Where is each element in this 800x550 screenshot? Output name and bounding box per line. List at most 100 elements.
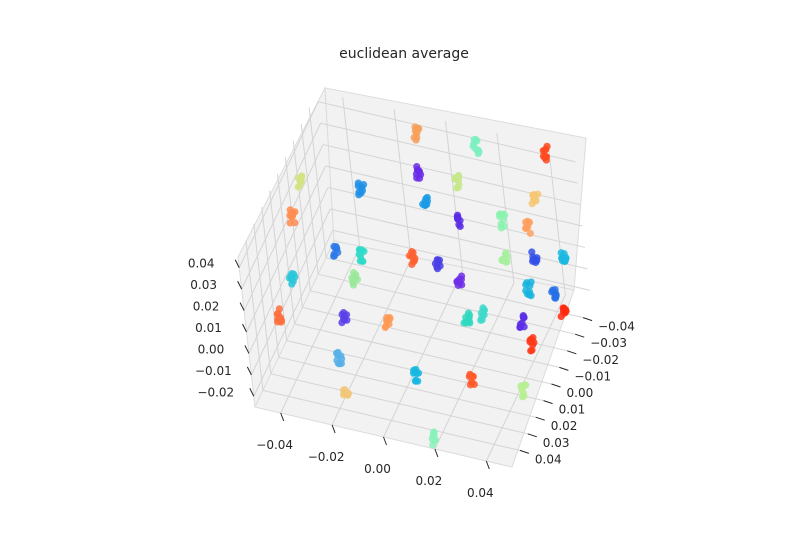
data-point (288, 208, 296, 217)
data-point (290, 270, 298, 278)
y-tick-mark (567, 350, 577, 355)
data-point (422, 199, 430, 207)
z-tick-mark (239, 302, 245, 311)
back-gridline-z (325, 165, 583, 227)
back-gridline-z (332, 229, 590, 291)
z-tick-label: −0.01 (195, 364, 232, 378)
data-point (496, 210, 504, 218)
x-tick-mark (434, 448, 439, 458)
data-point (273, 318, 282, 326)
left-gridline-z (241, 122, 322, 290)
x-tick-mark (485, 460, 490, 470)
back-gridline-z (330, 208, 588, 270)
data-point (502, 249, 510, 257)
left-gridline-z (238, 101, 319, 268)
data-point (558, 254, 566, 263)
data-point (351, 274, 359, 282)
data-point (519, 312, 527, 320)
data-point (354, 179, 362, 187)
left-gridline-z (253, 230, 334, 397)
y-tick-mark (559, 366, 569, 371)
y-tick-mark (582, 317, 593, 322)
x-tick-label: 0.04 (467, 486, 494, 500)
data-point (286, 219, 294, 227)
data-point (340, 316, 348, 324)
data-point (527, 347, 535, 355)
data-point (355, 250, 363, 258)
data-point (557, 249, 565, 257)
y-tick-mark (527, 433, 537, 438)
x-tick-label: 0.00 (364, 462, 391, 476)
z-tick-label: 0.01 (195, 321, 222, 335)
data-point (349, 281, 358, 289)
axis-ticks: −0.04 −0.02 0.00 0.02 0.04 −0.04 −0.03 −0.02 −0.… (188, 257, 635, 500)
z-tick-mark (242, 323, 247, 333)
data-point (334, 348, 342, 357)
left-gridline-z (243, 144, 324, 311)
data-point (451, 175, 460, 183)
data-point (518, 393, 527, 401)
z-tick-mark (246, 366, 252, 376)
data-point (503, 258, 511, 266)
data-point (467, 371, 475, 380)
y-tick-label: −0.02 (582, 353, 619, 367)
data-point (474, 146, 482, 154)
data-point (358, 187, 367, 195)
data-point (298, 173, 306, 181)
z-tick-label: −0.02 (197, 385, 234, 399)
y-tick-label: 0.03 (543, 436, 570, 450)
data-point (288, 280, 296, 288)
data-point (525, 291, 533, 299)
data-point (516, 320, 525, 328)
data-point (541, 146, 549, 155)
data-point (295, 182, 303, 190)
data-point (430, 428, 438, 437)
data-point (415, 174, 424, 182)
floor-gridline-y (262, 389, 521, 451)
back-gridline-z (320, 122, 578, 184)
data-point (529, 195, 538, 204)
data-point (478, 316, 486, 324)
y-tick-mark (535, 416, 545, 421)
y-tick-mark (575, 333, 585, 338)
data-point (517, 382, 525, 391)
y-tick-mark (551, 383, 561, 388)
data-point (408, 260, 416, 269)
floor-gridline-y (278, 356, 536, 418)
left-gridline-z (248, 187, 329, 354)
y-tick-label: −0.01 (574, 369, 611, 383)
y-tick-label: 0.04 (535, 452, 562, 466)
chart-title: euclidean average (339, 46, 469, 62)
data-point (382, 322, 390, 330)
x-tick-mark (280, 412, 285, 422)
z-tick-label: 0.03 (190, 278, 217, 292)
data-point (525, 218, 533, 226)
data-point (462, 319, 470, 327)
floor-pane (254, 240, 575, 468)
y-tick-mark (543, 400, 553, 405)
floor-gridline-y (270, 373, 528, 435)
data-point (342, 388, 350, 396)
z-tick-mark (237, 280, 243, 290)
data-point (480, 306, 489, 314)
data-point (430, 436, 438, 445)
floor-gridline-y (310, 290, 568, 352)
left-gridline-z (250, 208, 331, 376)
data-point (528, 248, 536, 256)
data-point (533, 256, 541, 264)
x-tick-mark (383, 436, 387, 446)
data-point (409, 249, 417, 257)
y-tick-label: 0.01 (559, 403, 586, 417)
data-point (542, 153, 550, 161)
x-tick-label: −0.02 (308, 450, 345, 464)
left-gridline-z (246, 165, 326, 333)
data-point (465, 314, 473, 322)
data-points (273, 123, 570, 449)
y-tick-label: 0.00 (567, 386, 594, 400)
data-point (522, 281, 530, 289)
x-tick-label: 0.02 (416, 474, 443, 488)
data-point (412, 136, 420, 144)
z-tick-mark (244, 345, 250, 354)
data-point (409, 369, 418, 377)
